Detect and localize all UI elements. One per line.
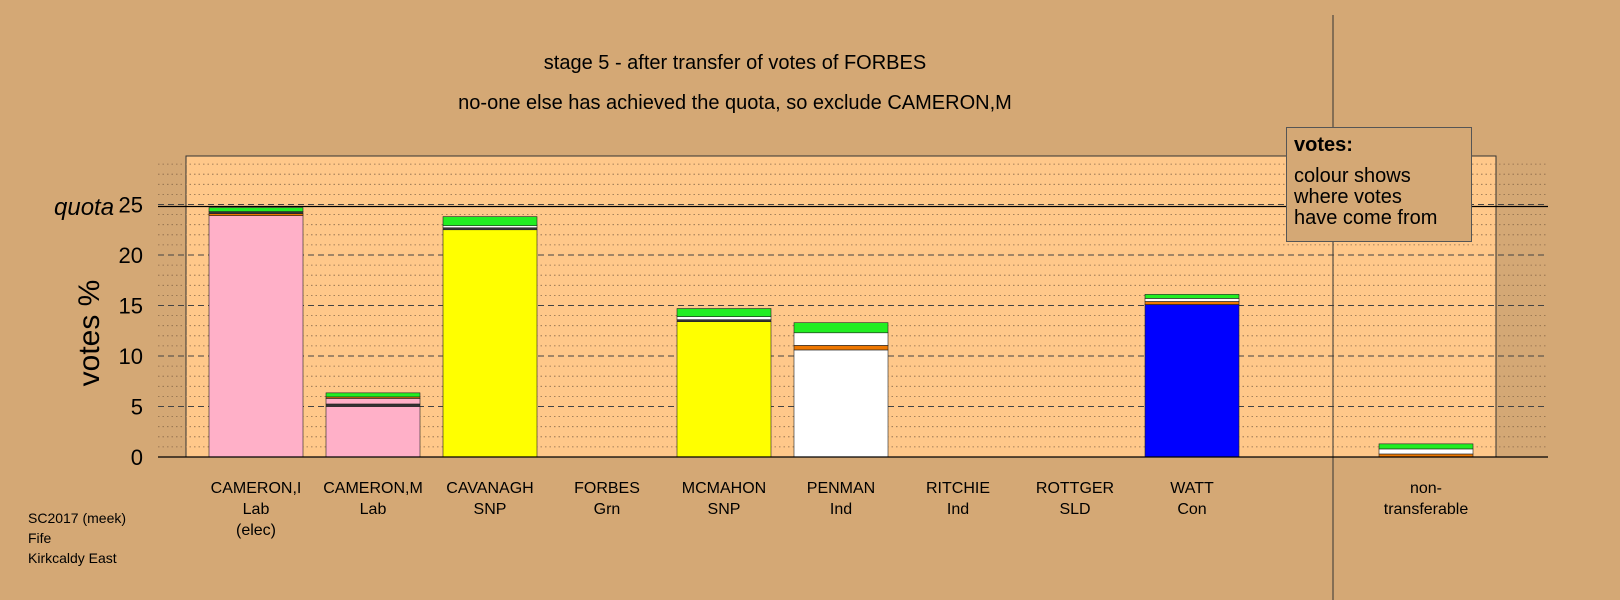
bar-segment <box>1144 294 1240 299</box>
candidate-name: PENMAN <box>806 480 876 497</box>
candidate-party: SNP <box>473 501 507 518</box>
candidate-name: ROTTGER <box>1035 480 1115 497</box>
candidate-name: WATT <box>1170 480 1214 497</box>
bar-segment <box>676 308 772 317</box>
chart-title: stage 5 - after transfer of votes of FOR… <box>543 52 927 74</box>
nontransferable-segment <box>1378 443 1474 450</box>
y-tick-label: 10 <box>119 344 143 369</box>
candidate-party: Grn <box>593 501 621 518</box>
candidate-name: RITCHIE <box>926 480 990 497</box>
bar-segment <box>1144 304 1240 458</box>
bar-segment <box>325 406 421 458</box>
bar-segment <box>208 213 304 216</box>
candidate-note: (elec) <box>235 522 276 539</box>
bar-segment <box>442 225 538 229</box>
bar-segment <box>676 319 772 322</box>
legend-text: colour shows where votes have come from <box>1294 166 1464 229</box>
footer-election: SC2017 (meek) <box>28 510 127 526</box>
legend-title: votes: <box>1294 134 1353 156</box>
candidate-party: Lab <box>359 501 387 518</box>
candidate-name: MCMAHON <box>681 480 767 497</box>
bar-segment <box>442 229 538 458</box>
chart-subtitle: no-one else has achieved the quota, so e… <box>458 92 1012 114</box>
candidate-party: Lab <box>242 501 270 518</box>
y-axis-label: votes % <box>73 279 106 387</box>
candidate-party: SNP <box>707 501 741 518</box>
bar-segment <box>793 349 889 458</box>
y-tick-label: 5 <box>131 395 143 420</box>
bar-segment <box>208 215 304 458</box>
bar-segment <box>325 403 421 407</box>
candidate-name: CAMERON,M <box>323 480 423 497</box>
nontransferable-segment <box>1378 448 1474 455</box>
legend: votes: colour shows where votes have com… <box>1286 127 1472 242</box>
y-tick-label: 20 <box>119 243 143 268</box>
bar-segment <box>442 216 538 227</box>
candidate-party: SLD <box>1059 501 1091 518</box>
bar-segment <box>325 392 421 398</box>
footer-ward: Kirkcaldy East <box>28 550 117 566</box>
bar-segment <box>793 322 889 334</box>
bar-segment <box>208 207 304 212</box>
bar-segment <box>676 316 772 320</box>
bar-segment <box>442 227 538 231</box>
legend-line: where votes <box>1294 186 1402 208</box>
legend-line: have come from <box>1294 207 1438 229</box>
nontransferable-label: transferable <box>1383 501 1469 518</box>
y-tick-label: 15 <box>119 294 143 319</box>
nontransferable-label: non- <box>1409 480 1443 497</box>
bar-segment <box>325 398 421 405</box>
legend-line: colour shows <box>1294 165 1411 187</box>
candidate-party: Ind <box>829 501 853 518</box>
bar-segment <box>1144 298 1240 302</box>
footer-council: Fife <box>28 530 52 546</box>
bar-segment <box>208 211 304 214</box>
bar-segment <box>793 345 889 351</box>
bar-segment <box>1144 301 1240 305</box>
candidate-name: FORBES <box>574 480 640 497</box>
quota-label: quota <box>54 194 115 221</box>
candidate-name: CAMERON,I <box>210 480 302 497</box>
bar-segment <box>676 321 772 458</box>
y-tick-label: 0 <box>131 445 143 470</box>
candidate-name: CAVANAGH <box>446 480 534 497</box>
bar-segment <box>793 332 889 346</box>
candidate-party: Con <box>1177 501 1207 518</box>
candidate-party: Ind <box>946 501 970 518</box>
y-tick-label: 25 <box>119 193 143 218</box>
